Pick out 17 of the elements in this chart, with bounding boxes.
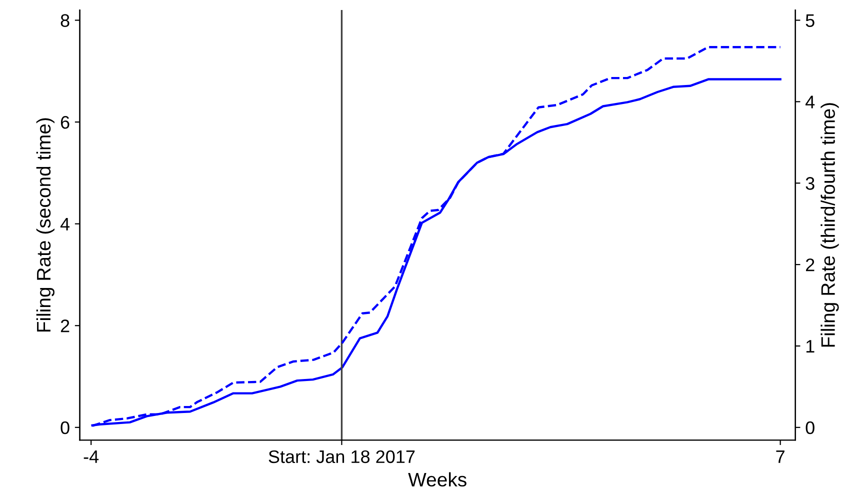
y-tick-label: 6 xyxy=(60,116,70,129)
y2-tick-label: 4 xyxy=(806,96,815,108)
y2-tick-label: 3 xyxy=(806,177,814,190)
y-axis-title: Filing Rate (second time) xyxy=(36,118,54,332)
x-tick-label: Start: Jan 18 2017 xyxy=(268,450,415,464)
x-tick-label: 7 xyxy=(776,450,784,463)
y2-axis-title: Filing Rate (third/fourth time) xyxy=(820,103,839,347)
x-axis-title: Weeks xyxy=(408,472,466,487)
x-tick-label: -4 xyxy=(84,450,99,463)
y2-tick-label: 0 xyxy=(806,421,814,434)
y-tick-label: 4 xyxy=(60,218,70,230)
y-tick-label: 0 xyxy=(60,421,70,434)
y-tick-label: 2 xyxy=(60,320,70,332)
y2-tick-label: 1 xyxy=(806,340,814,353)
y2-tick-label: 2 xyxy=(806,258,814,272)
y-tick-label: 8 xyxy=(60,14,70,27)
y2-tick-label: 5 xyxy=(806,14,814,27)
